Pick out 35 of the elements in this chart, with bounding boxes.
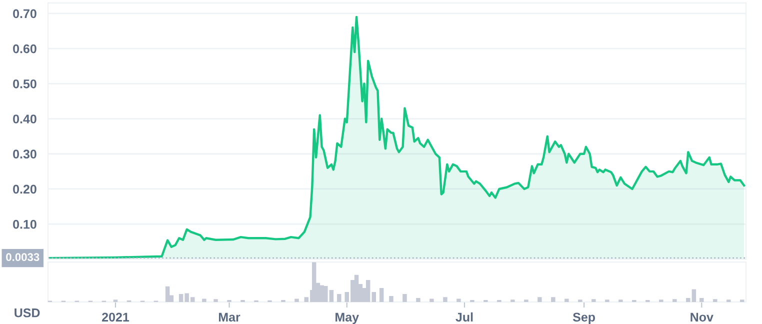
bar [672,299,677,302]
bar [713,299,718,302]
x-tick-label: Nov [690,312,714,322]
y-tick-label: 0.60 [13,44,36,54]
bar [379,288,384,302]
bar [551,297,556,302]
x-tick-label: 2021 [102,312,130,322]
bar [564,298,569,302]
x-tick-label: Sep [572,312,595,324]
x-tick-label: Jul [456,312,473,322]
bar [592,299,596,302]
bar [202,298,206,302]
y-tick-label: 0.20 [13,184,36,194]
y-tick-label: 0.40 [13,114,36,124]
ref-line-label: 0.0033 [6,253,40,262]
bar [294,298,299,302]
y-tick-label: 0.50 [13,79,36,88]
bar [416,298,420,302]
y-tick-label: 0.10 [13,220,36,229]
y-tick-label: 0.70 [13,9,36,18]
bar [312,262,316,302]
bar [402,294,407,302]
bar [214,299,218,302]
x-tick-label: May [336,312,359,324]
bar [165,286,170,302]
bar [337,294,342,302]
bar [389,296,394,302]
x-tick-label: Mar [218,312,240,322]
text: USD [14,308,40,318]
bar [538,297,542,302]
bar [430,298,434,302]
bar [320,285,324,302]
bar [456,298,461,302]
y-tick-label: 0.30 [13,150,36,159]
bar [443,297,448,302]
